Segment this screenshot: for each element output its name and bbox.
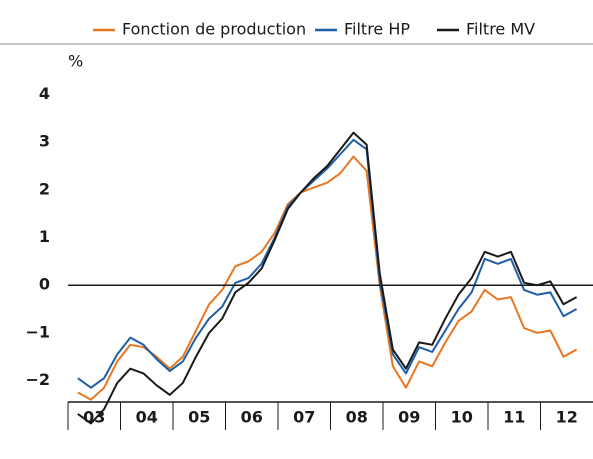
y-tick-label: 0 [39,275,50,294]
x-tick-label: 11 [503,408,525,427]
legend-label: Fonction de production [122,20,306,39]
y-tick-label: 3 [39,132,50,151]
legend-label: Filtre HP [344,20,410,39]
y-tick-label: 1 [39,227,50,246]
series-line [77,138,578,389]
x-tick-label: 12 [556,408,578,427]
x-tick-label: 05 [188,408,210,427]
y-tick-label: 2 [39,179,50,198]
y-axis-label: % [68,52,83,71]
x-tick-label: 06 [241,408,263,427]
x-tick-label: 09 [398,408,420,427]
y-tick-label: −2 [25,370,50,389]
series-line [77,155,578,401]
x-tick-label: 04 [136,408,158,427]
x-tick-label: 07 [293,408,315,427]
x-tick-label: 08 [346,408,368,427]
series-line [77,131,578,425]
x-tick-label: 10 [451,408,473,427]
y-tick-label: 4 [39,84,50,103]
y-tick-label: −1 [25,322,50,341]
legend-label: Filtre MV [466,20,535,39]
